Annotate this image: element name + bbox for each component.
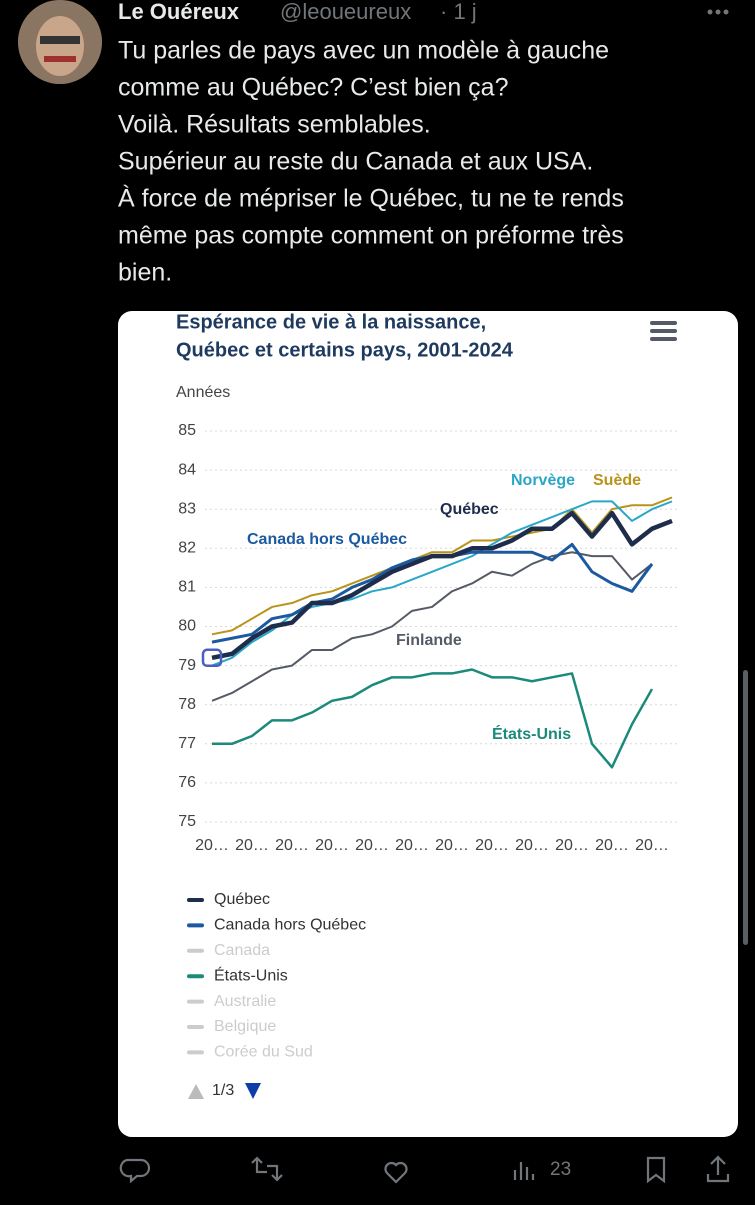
y-tick-label: 84 [178, 461, 196, 478]
x-tick-label: 20… [315, 837, 349, 854]
author-handle[interactable]: @leoueureux [280, 0, 411, 24]
legend-page-up [188, 1084, 204, 1099]
tweet-text-line: même pas compte comment on préforme très [118, 222, 624, 250]
legend-label: États-Unis [214, 965, 288, 984]
legend-item[interactable]: Australie [187, 993, 276, 1010]
series-label: Suède [593, 472, 641, 489]
series-label: Québec [440, 501, 499, 518]
x-tick-label: 20… [395, 837, 429, 854]
legend-item[interactable]: Canada hors Québec [187, 917, 366, 934]
views-icon[interactable] [513, 1162, 535, 1180]
y-tick-label: 81 [178, 579, 196, 596]
legend-item[interactable]: États-Unis [187, 965, 288, 984]
like-button[interactable] [384, 1161, 408, 1184]
y-tick-label: 77 [178, 735, 196, 752]
chart-title: Québec et certains pays, 2001-2024 [176, 339, 514, 361]
chart-title: Espérance de vie à la naissance, [176, 311, 486, 333]
y-tick-label: 80 [178, 618, 196, 635]
y-axis-label: Années [176, 384, 230, 401]
author-name[interactable]: Le Ouéreux [118, 0, 240, 24]
legend-label: Québec [214, 891, 270, 908]
reply-button[interactable] [119, 1158, 151, 1184]
legend-item[interactable]: Québec [187, 891, 270, 908]
legend-item[interactable]: Belgique [187, 1018, 276, 1035]
more-menu[interactable] [707, 9, 729, 15]
x-tick-label: 20… [595, 837, 629, 854]
share-button[interactable] [706, 1155, 730, 1183]
series-label: États-Unis [492, 724, 571, 743]
y-tick-label: 76 [178, 774, 196, 791]
tweet-text-line: Tu parles de pays avec un modèle à gauch… [118, 37, 609, 65]
tweet-text-line: Supérieur au reste du Canada et aux USA. [118, 148, 593, 176]
tweet-text-line: À force de mépriser le Québec, tu ne te … [118, 184, 624, 213]
y-tick-label: 75 [178, 813, 196, 830]
x-tick-label: 20… [355, 837, 389, 854]
tweet-text-line: bien. [118, 259, 172, 287]
retweet-button[interactable] [251, 1156, 283, 1182]
legend-page-down [245, 1083, 261, 1099]
legend-label: Canada [214, 942, 270, 959]
x-tick-label: 20… [555, 837, 589, 854]
y-tick-label: 82 [178, 540, 196, 557]
tweet-time[interactable]: · 1 j [440, 0, 477, 24]
view-count: 23 [550, 1159, 571, 1180]
y-tick-label: 83 [178, 500, 196, 517]
series-label: Norvège [511, 472, 575, 489]
legend-label: Canada hors Québec [214, 917, 366, 934]
legend-label: Belgique [214, 1018, 276, 1035]
scrollbar [743, 670, 748, 945]
x-tick-label: 20… [635, 837, 669, 854]
avatar[interactable] [18, 0, 102, 84]
y-tick-label: 79 [178, 657, 196, 674]
series-label: Finlande [396, 632, 462, 649]
legend-label: Corée du Sud [214, 1044, 313, 1061]
legend-page: 1/3 [212, 1082, 234, 1099]
series-label: Canada hors Québec [247, 531, 407, 548]
action-bar [119, 1155, 730, 1184]
x-tick-label: 20… [515, 837, 549, 854]
bookmark-button[interactable] [646, 1156, 666, 1184]
series-line [211, 510, 673, 660]
series-line [211, 500, 673, 667]
tweet-text-line: comme au Québec? C’est bien ça? [118, 74, 509, 102]
chart-card[interactable] [118, 311, 738, 1137]
series-line [212, 668, 654, 769]
series-line [211, 496, 673, 636]
y-tick-label: 85 [178, 422, 196, 439]
legend-item[interactable]: Canada [187, 942, 270, 959]
y-tick-label: 78 [178, 696, 196, 713]
hamburger-menu-icon [650, 321, 677, 341]
legend-label: Australie [214, 993, 276, 1010]
tweet-text-line: Voilà. Résultats semblables. [118, 111, 431, 139]
x-tick-label: 20… [475, 837, 509, 854]
x-tick-label: 20… [435, 837, 469, 854]
x-tick-label: 20… [235, 837, 269, 854]
x-tick-label: 20… [195, 837, 229, 854]
legend-item[interactable]: Corée du Sud [187, 1044, 313, 1061]
x-tick-label: 20… [275, 837, 309, 854]
hover-marker [201, 648, 223, 668]
